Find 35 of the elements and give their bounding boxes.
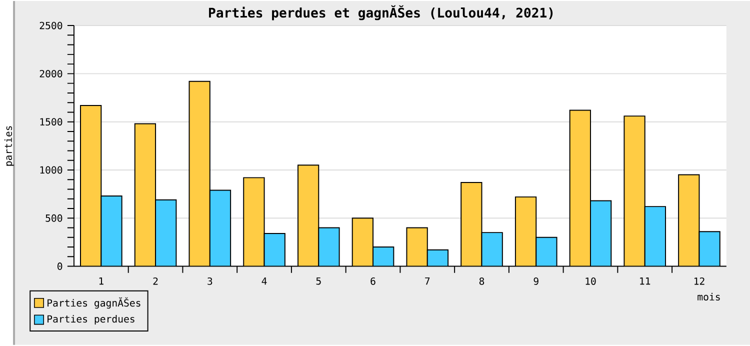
x-tick-label: 7 xyxy=(425,278,430,285)
x-tick-label: 9 xyxy=(534,278,538,285)
x-tick-label: 12 xyxy=(694,278,704,285)
y-tick-label: 0 xyxy=(58,262,62,270)
y-tick-label: 2500 xyxy=(40,22,62,30)
x-tick-label: 6 xyxy=(370,278,376,285)
y-tick-label: 500 xyxy=(46,214,62,222)
legend-label: Parties gagnĂŠes xyxy=(48,297,140,309)
x-tick-label: 1 xyxy=(99,278,104,285)
bar xyxy=(352,218,374,266)
x-tick-label: 3 xyxy=(208,278,212,285)
x-tick-label: 5 xyxy=(316,278,321,285)
y-tick-label: 1500 xyxy=(40,118,62,126)
legend-label: Parties perdues xyxy=(48,315,134,325)
bar xyxy=(134,124,156,266)
x-tick-label: 11 xyxy=(640,278,650,285)
x-tick-label: 2 xyxy=(153,278,158,285)
x-tick-label: 10 xyxy=(586,278,596,285)
bar xyxy=(570,110,590,266)
bar xyxy=(624,116,645,266)
y-axis-title: parties xyxy=(4,126,14,166)
bar xyxy=(244,178,264,266)
y-tick-label: 2000 xyxy=(40,70,62,78)
bar xyxy=(80,106,102,266)
bar xyxy=(406,228,428,266)
chart-title: Parties perdues et gagnĂŠes (Loulou44, 2021) xyxy=(209,5,553,20)
bar xyxy=(515,197,536,266)
bar xyxy=(461,182,482,266)
bar xyxy=(189,81,210,266)
x-axis-title: mois xyxy=(698,292,720,301)
x-tick-label: 8 xyxy=(479,278,484,285)
bar xyxy=(678,174,700,266)
bar xyxy=(298,165,319,266)
x-tick-label: 4 xyxy=(262,278,267,285)
y-tick-label: 1000 xyxy=(40,166,62,174)
